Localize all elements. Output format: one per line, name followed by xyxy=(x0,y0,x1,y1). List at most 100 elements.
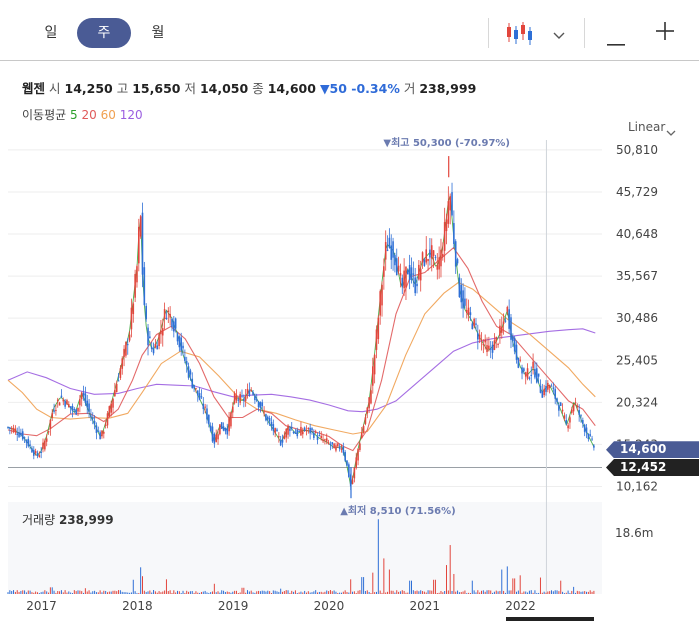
candle-body xyxy=(386,249,389,251)
candle-body xyxy=(156,345,159,350)
candlestick-icon[interactable] xyxy=(505,20,533,50)
moving-average-legend[interactable]: 이동평균 5 20 60 120 xyxy=(22,106,143,123)
candle-body xyxy=(465,309,468,314)
candle-body xyxy=(451,192,453,216)
candle-body xyxy=(545,385,547,392)
candle-body xyxy=(88,403,90,412)
candle-body xyxy=(73,409,76,411)
x-tick-label: 2017 xyxy=(26,599,57,613)
candle-body xyxy=(535,368,538,383)
scale-mode-select[interactable]: Linear xyxy=(628,120,666,134)
candle-body xyxy=(178,336,181,348)
candle-body xyxy=(255,399,258,401)
toolbar-divider xyxy=(488,18,489,48)
candle-body xyxy=(574,402,577,404)
candle-body xyxy=(250,390,253,392)
candle-body xyxy=(222,426,225,431)
candle-body xyxy=(101,430,103,437)
plus-icon[interactable] xyxy=(656,22,674,44)
scroll-indicator[interactable] xyxy=(506,617,594,621)
candle-body xyxy=(458,277,461,298)
candle-body xyxy=(558,404,560,411)
candle-body xyxy=(381,284,383,306)
candle-body xyxy=(62,399,65,402)
candle-body xyxy=(213,433,216,444)
candle-body xyxy=(58,402,61,406)
candle-body xyxy=(423,259,426,266)
candle-body xyxy=(489,348,492,350)
candle-body xyxy=(357,448,359,461)
candle-body xyxy=(252,392,254,395)
cursor-price-tag: 12,452 xyxy=(606,459,699,477)
candle-body xyxy=(502,321,505,324)
candle-body xyxy=(443,222,446,251)
candle-body xyxy=(491,344,494,353)
candle-body xyxy=(9,427,11,429)
candle-body xyxy=(478,334,481,340)
candle-body xyxy=(112,398,114,408)
candle-body xyxy=(307,427,310,430)
candle-body xyxy=(495,336,498,342)
candle-body xyxy=(565,419,568,424)
chevron-down-icon[interactable] xyxy=(553,25,565,44)
candle-body xyxy=(272,424,275,431)
candle-body xyxy=(145,305,147,320)
candle-body xyxy=(521,367,523,374)
candle-body xyxy=(336,443,339,447)
candle-body xyxy=(161,328,164,336)
candle-body xyxy=(430,245,433,259)
candle-body xyxy=(217,434,219,440)
candle-body xyxy=(456,259,459,264)
minus-icon[interactable] xyxy=(607,31,625,50)
candle-body xyxy=(436,265,439,270)
x-tick-label: 2020 xyxy=(314,599,345,613)
candle-body xyxy=(368,397,370,409)
candle-body xyxy=(399,272,402,276)
y-tick-label: 20,324 xyxy=(616,395,658,409)
candle-body xyxy=(23,437,26,439)
scale-chevron-down-icon[interactable] xyxy=(666,122,676,141)
candle-body xyxy=(432,250,435,257)
candle-body xyxy=(279,440,282,446)
candle-body xyxy=(515,344,518,360)
candle-body xyxy=(285,428,288,438)
candle-body xyxy=(173,321,175,332)
period-week-button[interactable]: 주 xyxy=(77,18,131,48)
candle-body xyxy=(541,391,544,398)
candle-body xyxy=(384,242,387,260)
candle-body xyxy=(375,329,378,350)
y-tick-label: 45,729 xyxy=(616,185,658,199)
ma60-line xyxy=(7,281,596,435)
candle-body xyxy=(401,277,404,287)
open-label: 시 xyxy=(49,81,61,96)
candle-body xyxy=(510,317,512,340)
candle-body xyxy=(589,434,592,436)
candle-body xyxy=(445,219,448,232)
candle-body xyxy=(86,400,89,408)
candle-body xyxy=(66,400,68,405)
candle-body xyxy=(136,266,138,283)
candle-body xyxy=(313,432,315,438)
candle-body xyxy=(143,267,146,305)
candle-body xyxy=(392,241,394,258)
x-tick-label: 2022 xyxy=(505,599,536,613)
candle-body xyxy=(572,404,575,412)
candle-body xyxy=(171,318,173,328)
candle-body xyxy=(278,436,280,438)
candle-body xyxy=(497,343,499,345)
period-day-button[interactable]: 일 xyxy=(44,25,58,41)
candle-body xyxy=(82,392,85,396)
candle-body xyxy=(125,341,127,356)
candle-body xyxy=(512,336,514,342)
candle-body xyxy=(51,413,54,418)
candle-body xyxy=(569,417,571,423)
candle-body xyxy=(563,415,566,419)
period-month-button[interactable]: 월 xyxy=(151,25,165,41)
candle-body xyxy=(182,345,184,349)
candle-body xyxy=(301,431,304,435)
volume-legend: 거래량 238,999 xyxy=(22,511,114,528)
candle-body xyxy=(351,479,354,484)
candle-body xyxy=(559,402,562,406)
candle-body xyxy=(434,256,437,258)
